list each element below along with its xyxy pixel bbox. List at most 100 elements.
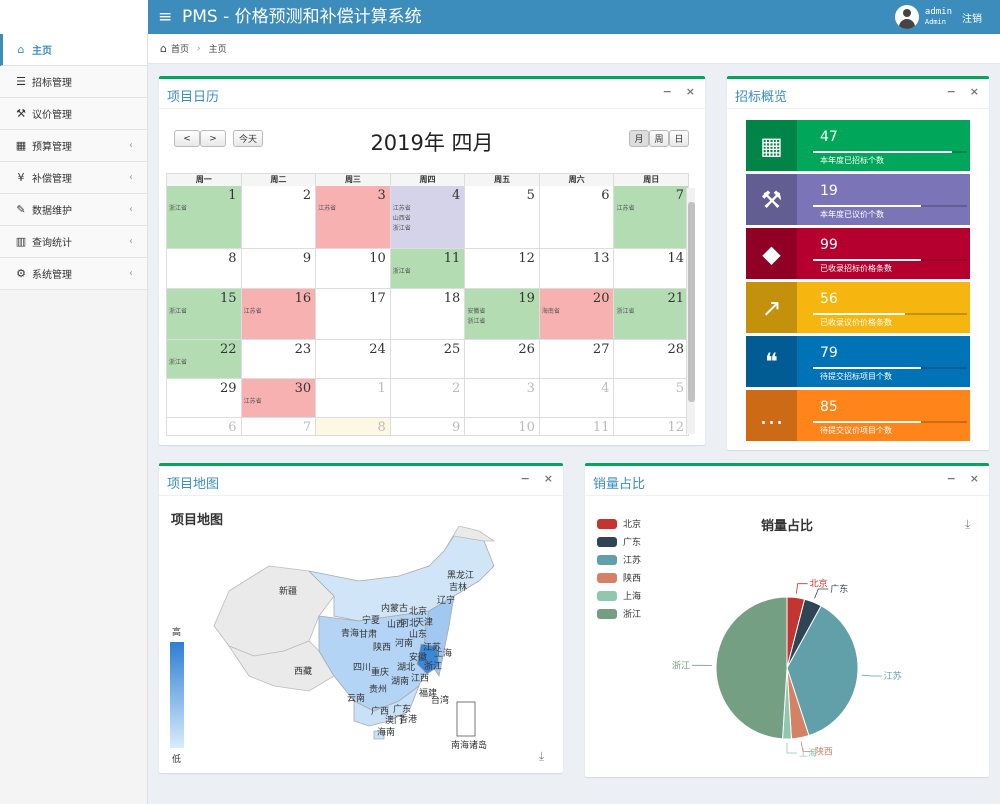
calendar-event[interactable]: 山西省 — [392, 215, 411, 222]
calendar-event[interactable]: 浙江省 — [467, 318, 486, 325]
collapse-icon[interactable]: − — [662, 85, 672, 98]
calendar-day-cell[interactable]: 13 — [539, 249, 615, 289]
calendar-day-cell[interactable]: 11 浙江省 — [390, 249, 466, 289]
calendar-day-cell[interactable]: 12 — [465, 249, 540, 289]
calendar-event[interactable]: 浙江省 — [169, 359, 188, 366]
calendar-day-cell[interactable]: 26 — [465, 340, 540, 379]
calendar-event[interactable]: 浙江省 — [169, 308, 188, 315]
calendar-day-cell[interactable]: 3 — [465, 379, 540, 418]
calendar-day-cell[interactable]: 5 — [465, 186, 540, 249]
scrollbar-thumb[interactable] — [688, 202, 695, 402]
legend-item[interactable]: 江苏 — [597, 553, 641, 566]
calendar-day-cell[interactable]: 12 — [614, 418, 690, 436]
overview-card[interactable]: ⚒ 19 本年度已议价个数 — [746, 174, 970, 225]
calendar-scrollbar[interactable] — [686, 188, 695, 434]
calendar-event[interactable]: 浙江省 — [169, 205, 188, 212]
overview-card[interactable]: ◆ 99 已收录招标价格条数 — [746, 228, 970, 279]
calendar-day-cell[interactable]: 22 浙江省 — [167, 340, 242, 379]
collapse-icon[interactable]: − — [520, 472, 530, 485]
calendar-day-cell[interactable]: 30 江苏省 — [241, 379, 317, 418]
calendar-day-cell[interactable]: 29 — [167, 379, 242, 418]
download-icon[interactable]: ⤓ — [539, 749, 545, 763]
overview-card[interactable]: ❝ 79 待提交招标项目个数 — [746, 336, 970, 387]
calendar-day-cell[interactable]: 2 — [390, 379, 466, 418]
calendar-day-cell[interactable]: 4 江苏省 山西省 浙江省 — [390, 186, 466, 249]
prev-month-button[interactable]: < — [174, 130, 200, 147]
sidebar-item-system[interactable]: ⚙ 系统管理 ‹ — [0, 258, 147, 290]
close-icon[interactable]: × — [543, 472, 553, 485]
calendar-day-cell[interactable]: 7 江苏省 — [614, 186, 690, 249]
calendar-event[interactable]: 江苏省 — [318, 205, 337, 212]
logout-link[interactable]: 注销 — [962, 13, 982, 25]
overview-card[interactable]: ▦ 47 本年度已招标个数 — [746, 120, 970, 171]
legend-item[interactable]: 上海 — [597, 589, 641, 602]
calendar-day-cell[interactable]: 7 — [241, 418, 317, 436]
view-week-button[interactable]: 周 — [649, 130, 669, 147]
calendar-day-cell[interactable]: 20 海南省 — [539, 289, 615, 340]
china-map[interactable]: 新疆 西藏 内蒙古 黑龙江 吉林 辽宁 北京 天津 河北 山西 宁夏 青海 甘肃… — [159, 526, 563, 766]
calendar-day-cell[interactable]: 24 — [316, 340, 391, 379]
avatar[interactable] — [894, 5, 919, 29]
calendar-day-cell[interactable]: 9 — [390, 418, 466, 436]
view-day-button[interactable]: 日 — [669, 130, 689, 147]
calendar-day-cell[interactable]: 27 — [539, 340, 615, 379]
calendar-event[interactable]: 浙江省 — [392, 225, 411, 232]
calendar-day-cell[interactable]: 11 — [539, 418, 615, 436]
download-icon[interactable]: ⤓ — [965, 517, 971, 531]
calendar-day-cell[interactable]: 1 — [316, 379, 391, 418]
sidebar-item-negotiation[interactable]: ⚒ 议价管理 — [0, 98, 147, 130]
pie-slice[interactable] — [786, 605, 859, 737]
close-icon[interactable]: × — [969, 472, 979, 485]
calendar-day-cell[interactable]: 25 — [390, 340, 466, 379]
calendar-day-cell[interactable]: 23 — [241, 340, 317, 379]
sidebar-item-data[interactable]: ✎ 数据维护 ‹ — [0, 194, 147, 226]
legend-item[interactable]: 北京 — [597, 517, 641, 530]
view-month-button[interactable]: 月 — [629, 130, 649, 147]
calendar-day-cell[interactable]: 6 — [167, 418, 242, 436]
calendar-day-cell[interactable]: 21 浙江省 — [614, 289, 690, 340]
collapse-icon[interactable]: − — [946, 472, 956, 485]
calendar-event[interactable]: 海南省 — [541, 308, 560, 315]
sidebar-item-home[interactable]: ⌂ 主页 — [0, 34, 147, 66]
next-month-button[interactable]: > — [200, 130, 226, 147]
today-button[interactable]: 今天 — [233, 130, 263, 147]
calendar-event[interactable]: 江苏省 — [243, 398, 262, 405]
calendar-day-cell[interactable]: 8 — [167, 249, 242, 289]
calendar-day-cell[interactable]: 1 浙江省 — [167, 186, 242, 249]
calendar-event[interactable]: 安徽省 — [467, 308, 486, 315]
calendar-day-cell[interactable]: 19 安徽省 浙江省 — [465, 289, 540, 340]
calendar-day-cell[interactable]: 2 — [241, 186, 317, 249]
calendar-event[interactable]: 江苏省 — [616, 205, 635, 212]
calendar-day-cell[interactable]: 10 — [465, 418, 540, 436]
calendar-day-cell[interactable]: 14 — [614, 249, 690, 289]
calendar-day-cell[interactable]: 15 浙江省 — [167, 289, 242, 340]
overview-card[interactable]: … 85 待提交议价项目个数 — [746, 390, 970, 441]
legend-item[interactable]: 浙江 — [597, 607, 641, 620]
user-info[interactable]: admin Admin — [925, 7, 952, 27]
pie-slice[interactable] — [715, 596, 788, 740]
calendar-day-cell[interactable]: 5 — [614, 379, 690, 418]
map-visual-scale[interactable] — [170, 642, 184, 748]
calendar-event[interactable]: 江苏省 — [243, 308, 262, 315]
user-menu[interactable]: admin Admin 注销 — [894, 4, 982, 30]
sidebar-item-budget[interactable]: ▦ 预算管理 ‹ — [0, 130, 147, 162]
sidebar-item-compensation[interactable]: ¥ 补偿管理 ‹ — [0, 162, 147, 194]
sidebar-item-query[interactable]: ▥ 查询统计 ‹ — [0, 226, 147, 258]
calendar-day-cell[interactable]: 28 — [614, 340, 690, 379]
calendar-event[interactable]: 浙江省 — [616, 308, 635, 315]
calendar-day-cell[interactable]: 16 江苏省 — [241, 289, 317, 340]
calendar-day-cell[interactable]: 17 — [316, 289, 391, 340]
legend-item[interactable]: 陕西 — [597, 571, 641, 584]
overview-card[interactable]: ↗ 56 已收录议价价格条数 — [746, 282, 970, 333]
calendar-day-cell[interactable]: 8 — [316, 418, 391, 436]
calendar-day-cell[interactable]: 3 江苏省 — [316, 186, 391, 249]
calendar-event[interactable]: 浙江省 — [392, 268, 411, 275]
sidebar-item-bidding[interactable]: ☰ 招标管理 — [0, 66, 147, 98]
calendar-day-cell[interactable]: 9 — [241, 249, 317, 289]
calendar-day-cell[interactable]: 18 — [390, 289, 466, 340]
close-icon[interactable]: × — [685, 85, 695, 98]
breadcrumb-home[interactable]: 首页 — [170, 45, 189, 55]
close-icon[interactable]: × — [969, 85, 979, 98]
hamburger-icon[interactable]: ≡ — [158, 7, 173, 27]
